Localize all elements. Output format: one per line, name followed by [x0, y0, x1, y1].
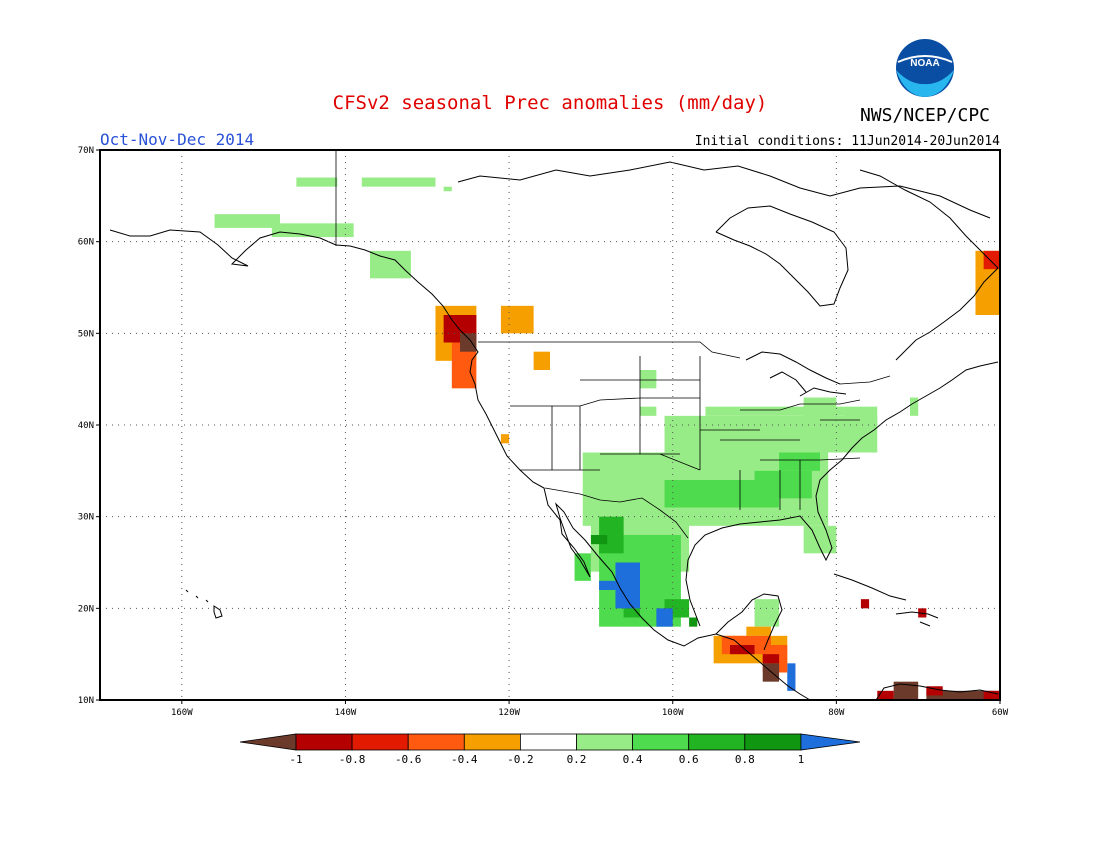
anomaly-cell-lesser-antilles-dry-red	[926, 686, 943, 696]
anomaly-cell-pacific-northwest-dry	[533, 351, 550, 370]
anomaly-cell-alaska-north-slope	[443, 186, 452, 192]
anomaly-cell-alaska-panhandle	[370, 250, 411, 279]
anomaly-cell-pacific-northwest-dry	[500, 305, 534, 334]
graticule	[100, 150, 1000, 700]
lon-tick-label: 160W	[171, 708, 193, 718]
agency-label: NWS/NCEP/CPC	[860, 105, 990, 126]
anomaly-cell-lesser-antilles-dry	[926, 690, 1000, 700]
colorbar-segment	[688, 733, 746, 751]
anomaly-cell-mexico-pacific-coast-very-wet	[787, 663, 796, 691]
anomaly-cell-northern-plains-wet	[640, 406, 657, 416]
state-borders	[510, 356, 861, 510]
cuba	[833, 573, 907, 601]
lon-tick-label: 80W	[828, 708, 845, 718]
logo-text: NOAA	[910, 58, 939, 69]
colorbar-label: -0.4	[451, 753, 478, 766]
great-lakes	[745, 351, 847, 397]
colorbar-segment	[463, 733, 521, 751]
yucatan-coast	[715, 593, 783, 651]
axis-tick-labels: 160W 140W 120W 100W 80W 60W 10N 20N 30N 40N 50N 60N…	[78, 146, 1009, 718]
anomaly-cell-central-us-wet	[705, 406, 845, 416]
colorbar-label: -0.2	[507, 753, 534, 766]
colorbar-label: -1	[289, 753, 302, 766]
colorbar-under-triangle	[239, 733, 297, 751]
anomaly-cell-central-us-wet	[664, 415, 878, 453]
lon-tick-label: 100W	[662, 708, 684, 718]
anomaly-cell-lesser-antilles-dry-red	[877, 690, 894, 700]
anomaly-cell-pacific-northwest-dry	[500, 434, 510, 444]
colorbar-label: 0.4	[623, 753, 643, 766]
anomaly-cell-caribbean-dry	[860, 599, 870, 609]
south-america-coast	[875, 683, 999, 701]
anomaly-cell-sierra-madre-wet-strongest	[689, 617, 698, 627]
anomaly-cell-mexico-wet	[574, 553, 591, 581]
anomaly-cell-central-america-dry	[746, 626, 771, 636]
colorbar-segment	[295, 733, 353, 751]
lat-tick-label: 60N	[78, 238, 94, 248]
anomaly-cell-northern-plains-wet	[640, 370, 657, 389]
lat-tick-label: 20N	[78, 604, 94, 614]
anomaly-cell-yucatan-wet	[754, 599, 780, 627]
lat-tick-label: 50N	[78, 329, 94, 339]
colorbar-label: -0.8	[339, 753, 366, 766]
anomaly-cell-lesser-antilles-dry	[893, 681, 919, 700]
lon-tick-label: 60W	[992, 708, 1009, 718]
us-mexico-border	[544, 487, 689, 539]
colorbar-segment	[576, 733, 633, 751]
chart-title: CFSv2 seasonal Prec anomalies (mm/day)	[333, 92, 768, 114]
anomaly-cell-central-america-dry-strongest	[762, 654, 780, 664]
season-label: Oct-Nov-Dec 2014	[100, 130, 254, 149]
lat-tick-label: 10N	[78, 696, 94, 706]
anomaly-cell-alaska-north-slope	[361, 177, 436, 187]
anomaly-cell-mexico-pacific-coast-very-wet	[599, 580, 616, 590]
anomaly-cell-alaska-north-slope	[271, 223, 354, 238]
anomaly-cell-bc-coast-driest	[460, 333, 477, 352]
lon-tick-label: 120W	[498, 708, 520, 718]
anomaly-cell-sierra-madre-wet-strongest	[590, 535, 608, 545]
initial-conditions-label: Initial conditions: 11Jun2014-20Jun2014	[695, 134, 1000, 149]
lat-tick-label: 70N	[78, 146, 94, 156]
us-canada-border	[478, 341, 891, 385]
anomaly-cell-south-central-us-wet-strong	[754, 470, 812, 499]
colorbar-over-triangle	[800, 733, 861, 751]
colorbar-label: 1	[798, 753, 805, 766]
anomaly-cell-south-central-us-wet-strong	[779, 452, 820, 471]
lat-tick-label: 30N	[78, 513, 94, 523]
anomaly-cell-great-lakes-northeast-wet	[910, 397, 919, 416]
anomaly-cell-lesser-antilles-dry-red	[983, 690, 1000, 700]
anomaly-cell-labrador-dry-strong	[983, 250, 1000, 270]
colorbar-label: 0.6	[679, 753, 699, 766]
anomaly-cell-mexico-pacific-coast-very-wet	[656, 608, 673, 627]
lon-tick-label: 140W	[335, 708, 357, 718]
baffin-island	[859, 169, 999, 269]
coastlines	[109, 161, 999, 701]
colorbar-segment	[520, 733, 577, 751]
colorbar-label: 0.2	[567, 753, 587, 766]
anomaly-cell-alaska-north-slope	[214, 214, 280, 228]
colorbar-label: -0.6	[395, 753, 422, 766]
north-america-west-coast	[109, 229, 811, 701]
colorbar-segment	[407, 733, 465, 751]
hispaniola	[895, 611, 939, 627]
hudson-bay	[715, 205, 849, 307]
colorbar-segment	[744, 733, 802, 751]
arctic-islands	[457, 161, 991, 219]
colorbar-segment	[351, 733, 409, 751]
labrador-coast	[895, 267, 999, 361]
anomaly-cell-alaska-north-slope	[296, 177, 338, 187]
lat-tick-label: 40N	[78, 421, 94, 431]
map-panel: 160W 140W 120W 100W 80W 60W 10N 20N 30N 40N 50N 60N…	[78, 146, 1009, 718]
noaa-logo: NOAA	[896, 39, 954, 97]
colorbar: -1 -0.8 -0.6 -0.4 -0.2 0.2 0.4 0.6 0.8 1	[239, 733, 861, 766]
colorbar-segment	[632, 733, 690, 751]
colorbar-label: 0.8	[735, 753, 755, 766]
political-borders	[335, 150, 891, 539]
anomaly-cell-central-america-dry-strongest	[730, 645, 755, 655]
hawaii	[185, 589, 223, 619]
gulf-and-atlantic-coast	[685, 361, 999, 627]
